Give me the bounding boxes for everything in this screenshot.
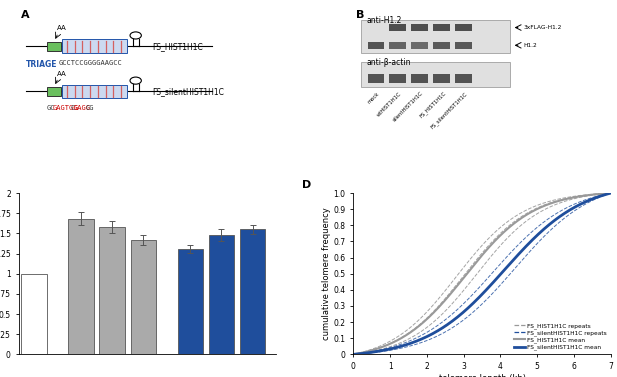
Bar <box>412 24 428 31</box>
Bar <box>433 42 450 49</box>
Bar <box>455 42 472 49</box>
Bar <box>47 87 61 96</box>
Bar <box>99 227 125 354</box>
Y-axis label: cumulative telomere frequency: cumulative telomere frequency <box>321 207 331 340</box>
Text: silentHIST1H1C: silentHIST1H1C <box>392 90 424 123</box>
Text: FS_HIST1H1C: FS_HIST1H1C <box>418 90 447 120</box>
Bar <box>368 75 384 83</box>
Bar <box>389 24 406 31</box>
Bar <box>389 75 406 83</box>
Text: anti-H1.2: anti-H1.2 <box>366 15 402 25</box>
Text: wtHIST1H1C: wtHIST1H1C <box>376 90 403 117</box>
Bar <box>368 42 384 49</box>
Text: GCCTCCGGGGAAGCC: GCCTCCGGGGAAGCC <box>59 60 122 66</box>
Text: CG: CG <box>85 105 94 111</box>
Bar <box>361 62 510 87</box>
X-axis label: telomere length (kb): telomere length (kb) <box>439 374 526 377</box>
Bar <box>22 274 47 354</box>
Bar <box>455 24 472 31</box>
Text: GAGTGG: GAGTGG <box>53 105 78 111</box>
Bar <box>240 229 265 354</box>
Bar <box>178 249 203 354</box>
Bar <box>412 42 428 49</box>
Text: 3xFLAG-H1.2: 3xFLAG-H1.2 <box>523 25 561 30</box>
Text: GAGG: GAGG <box>73 105 91 111</box>
Bar <box>62 85 126 98</box>
Bar <box>361 20 510 53</box>
Text: mock: mock <box>367 90 381 104</box>
Legend: FS_HIST1H1C repeats, FS_silentHIST1H1C repeats, FS_HIST1H1C mean, FS_silentHIST1: FS_HIST1H1C repeats, FS_silentHIST1H1C r… <box>513 322 608 351</box>
Text: GC: GC <box>47 105 56 111</box>
Bar <box>68 219 94 354</box>
Text: AA: AA <box>57 25 67 31</box>
Bar <box>131 240 156 354</box>
Text: anti-β-actin: anti-β-actin <box>366 58 411 67</box>
Bar <box>433 24 450 31</box>
Text: FS_silentHIST1H1C: FS_silentHIST1H1C <box>152 87 225 96</box>
Bar <box>209 235 234 354</box>
Text: FS_HIST1H1C: FS_HIST1H1C <box>152 42 203 51</box>
Bar <box>389 42 406 49</box>
Text: FS_silentHIST1H1C: FS_silentHIST1H1C <box>429 90 469 130</box>
Text: B: B <box>356 10 364 20</box>
Text: D: D <box>302 180 311 190</box>
Bar <box>433 75 450 83</box>
Text: H1.2: H1.2 <box>523 43 537 48</box>
Bar <box>62 40 126 53</box>
Bar <box>455 75 472 83</box>
Text: AA: AA <box>57 70 67 77</box>
Text: TRIAGE: TRIAGE <box>27 60 58 69</box>
Text: A: A <box>21 10 30 20</box>
Bar <box>47 42 61 51</box>
Bar <box>412 75 428 83</box>
Text: C: C <box>70 105 75 111</box>
